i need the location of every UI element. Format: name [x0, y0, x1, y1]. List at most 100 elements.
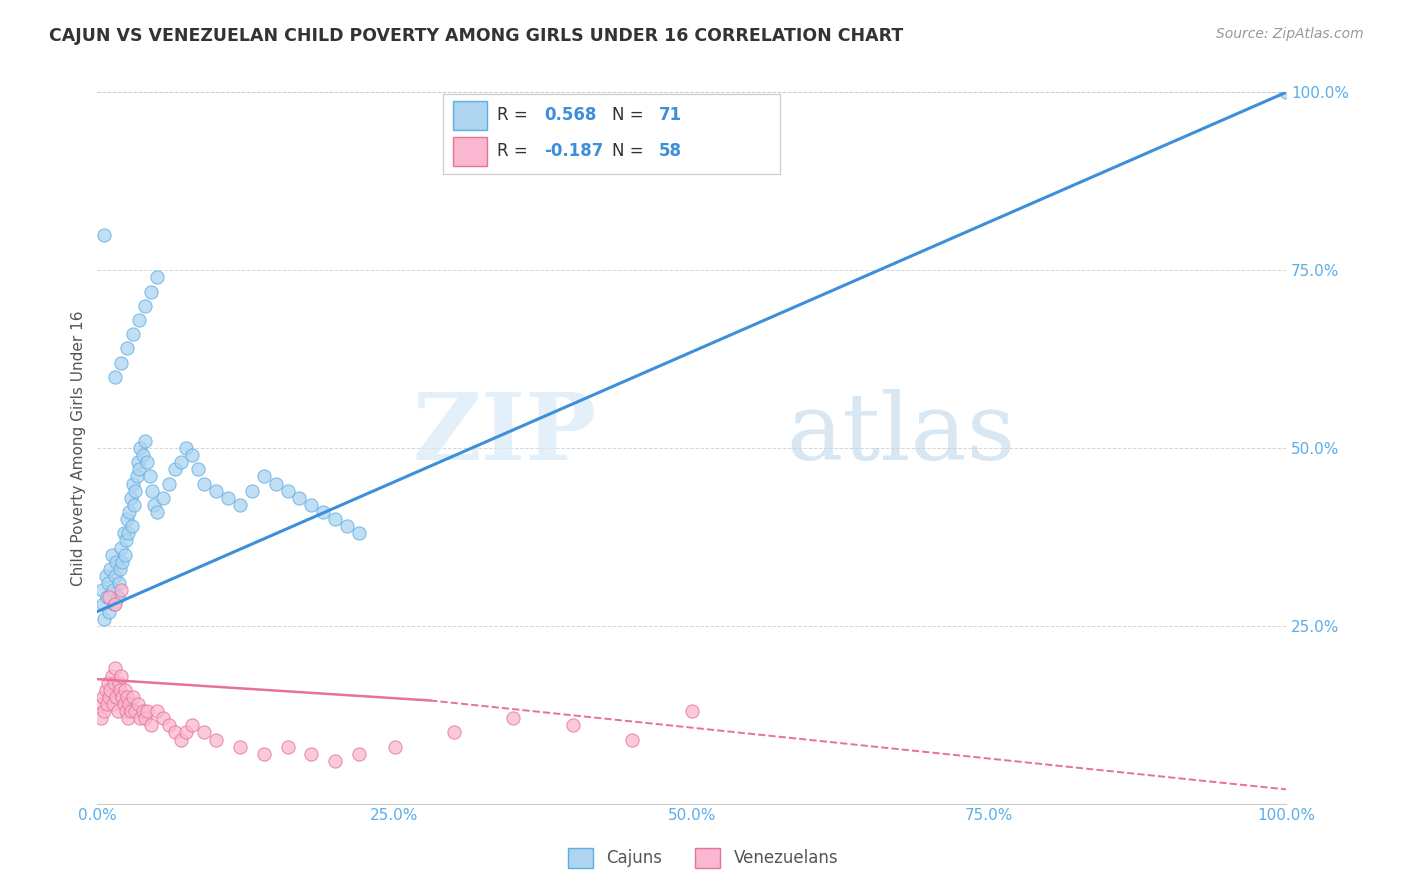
Point — [163, 462, 186, 476]
Point — [120, 491, 142, 505]
Text: atlas: atlas — [787, 389, 1017, 479]
Point — [112, 526, 135, 541]
Point — [277, 739, 299, 754]
Point — [93, 227, 115, 242]
Point — [122, 327, 145, 342]
Point — [103, 675, 125, 690]
Point — [205, 732, 228, 747]
Point — [129, 711, 152, 725]
Point — [96, 697, 118, 711]
Point — [107, 576, 129, 591]
Point — [90, 711, 112, 725]
Point — [277, 483, 299, 498]
Y-axis label: Child Poverty Among Girls Under 16: Child Poverty Among Girls Under 16 — [72, 310, 86, 586]
Point — [115, 690, 138, 704]
Point — [141, 483, 163, 498]
Point — [205, 483, 228, 498]
Text: 0.568: 0.568 — [544, 106, 596, 124]
Point — [299, 747, 322, 761]
Point — [176, 441, 198, 455]
Bar — [453, 137, 486, 166]
Point — [229, 739, 252, 754]
Point — [384, 739, 406, 754]
Point — [136, 704, 159, 718]
Point — [181, 448, 204, 462]
Point — [323, 754, 346, 768]
Point — [253, 469, 276, 483]
Point — [193, 476, 215, 491]
Point — [107, 704, 129, 718]
Point — [561, 718, 583, 732]
Point — [443, 725, 465, 739]
Point — [120, 704, 142, 718]
Point — [121, 519, 143, 533]
Point — [299, 498, 322, 512]
Point — [323, 512, 346, 526]
Point — [100, 548, 122, 562]
Point — [97, 576, 120, 591]
Point — [117, 526, 139, 541]
Point — [91, 583, 114, 598]
Bar — [453, 101, 486, 129]
Point — [143, 498, 166, 512]
Point — [240, 483, 263, 498]
Point — [118, 697, 141, 711]
Point — [111, 690, 134, 704]
Point — [93, 612, 115, 626]
Point — [93, 704, 115, 718]
Point — [91, 690, 114, 704]
Text: R =: R = — [496, 143, 533, 161]
Point — [91, 697, 114, 711]
Point — [253, 747, 276, 761]
Point — [187, 462, 209, 476]
Point — [94, 569, 117, 583]
Point — [122, 498, 145, 512]
Point — [229, 498, 252, 512]
Text: R =: R = — [496, 106, 533, 124]
Point — [98, 591, 121, 605]
Point — [101, 583, 124, 598]
Point — [114, 682, 136, 697]
Point — [114, 548, 136, 562]
Point — [110, 356, 132, 370]
Point — [110, 668, 132, 682]
Point — [347, 747, 370, 761]
Point — [336, 519, 359, 533]
Point — [169, 455, 191, 469]
Point — [104, 598, 127, 612]
Point — [122, 476, 145, 491]
Point — [98, 605, 121, 619]
Point — [312, 505, 335, 519]
Point — [169, 732, 191, 747]
Point — [217, 491, 239, 505]
Point — [146, 505, 169, 519]
Point — [115, 704, 138, 718]
Point — [157, 476, 180, 491]
Point — [157, 718, 180, 732]
Point — [134, 711, 156, 725]
Point — [136, 455, 159, 469]
Legend: Cajuns, Venezuelans: Cajuns, Venezuelans — [561, 841, 845, 875]
Point — [97, 675, 120, 690]
Point — [146, 270, 169, 285]
Point — [502, 711, 524, 725]
Point — [111, 555, 134, 569]
Point — [176, 725, 198, 739]
Text: N =: N = — [612, 106, 648, 124]
Point — [163, 725, 186, 739]
Point — [127, 455, 149, 469]
Point — [107, 591, 129, 605]
Point — [110, 583, 132, 598]
Text: N =: N = — [612, 143, 648, 161]
Point — [104, 569, 127, 583]
Point — [118, 505, 141, 519]
Point — [621, 732, 644, 747]
Point — [124, 704, 146, 718]
Point — [152, 491, 174, 505]
Point — [124, 483, 146, 498]
Point — [138, 469, 160, 483]
Point — [128, 313, 150, 327]
Point — [347, 526, 370, 541]
Point — [107, 675, 129, 690]
Text: 58: 58 — [659, 143, 682, 161]
